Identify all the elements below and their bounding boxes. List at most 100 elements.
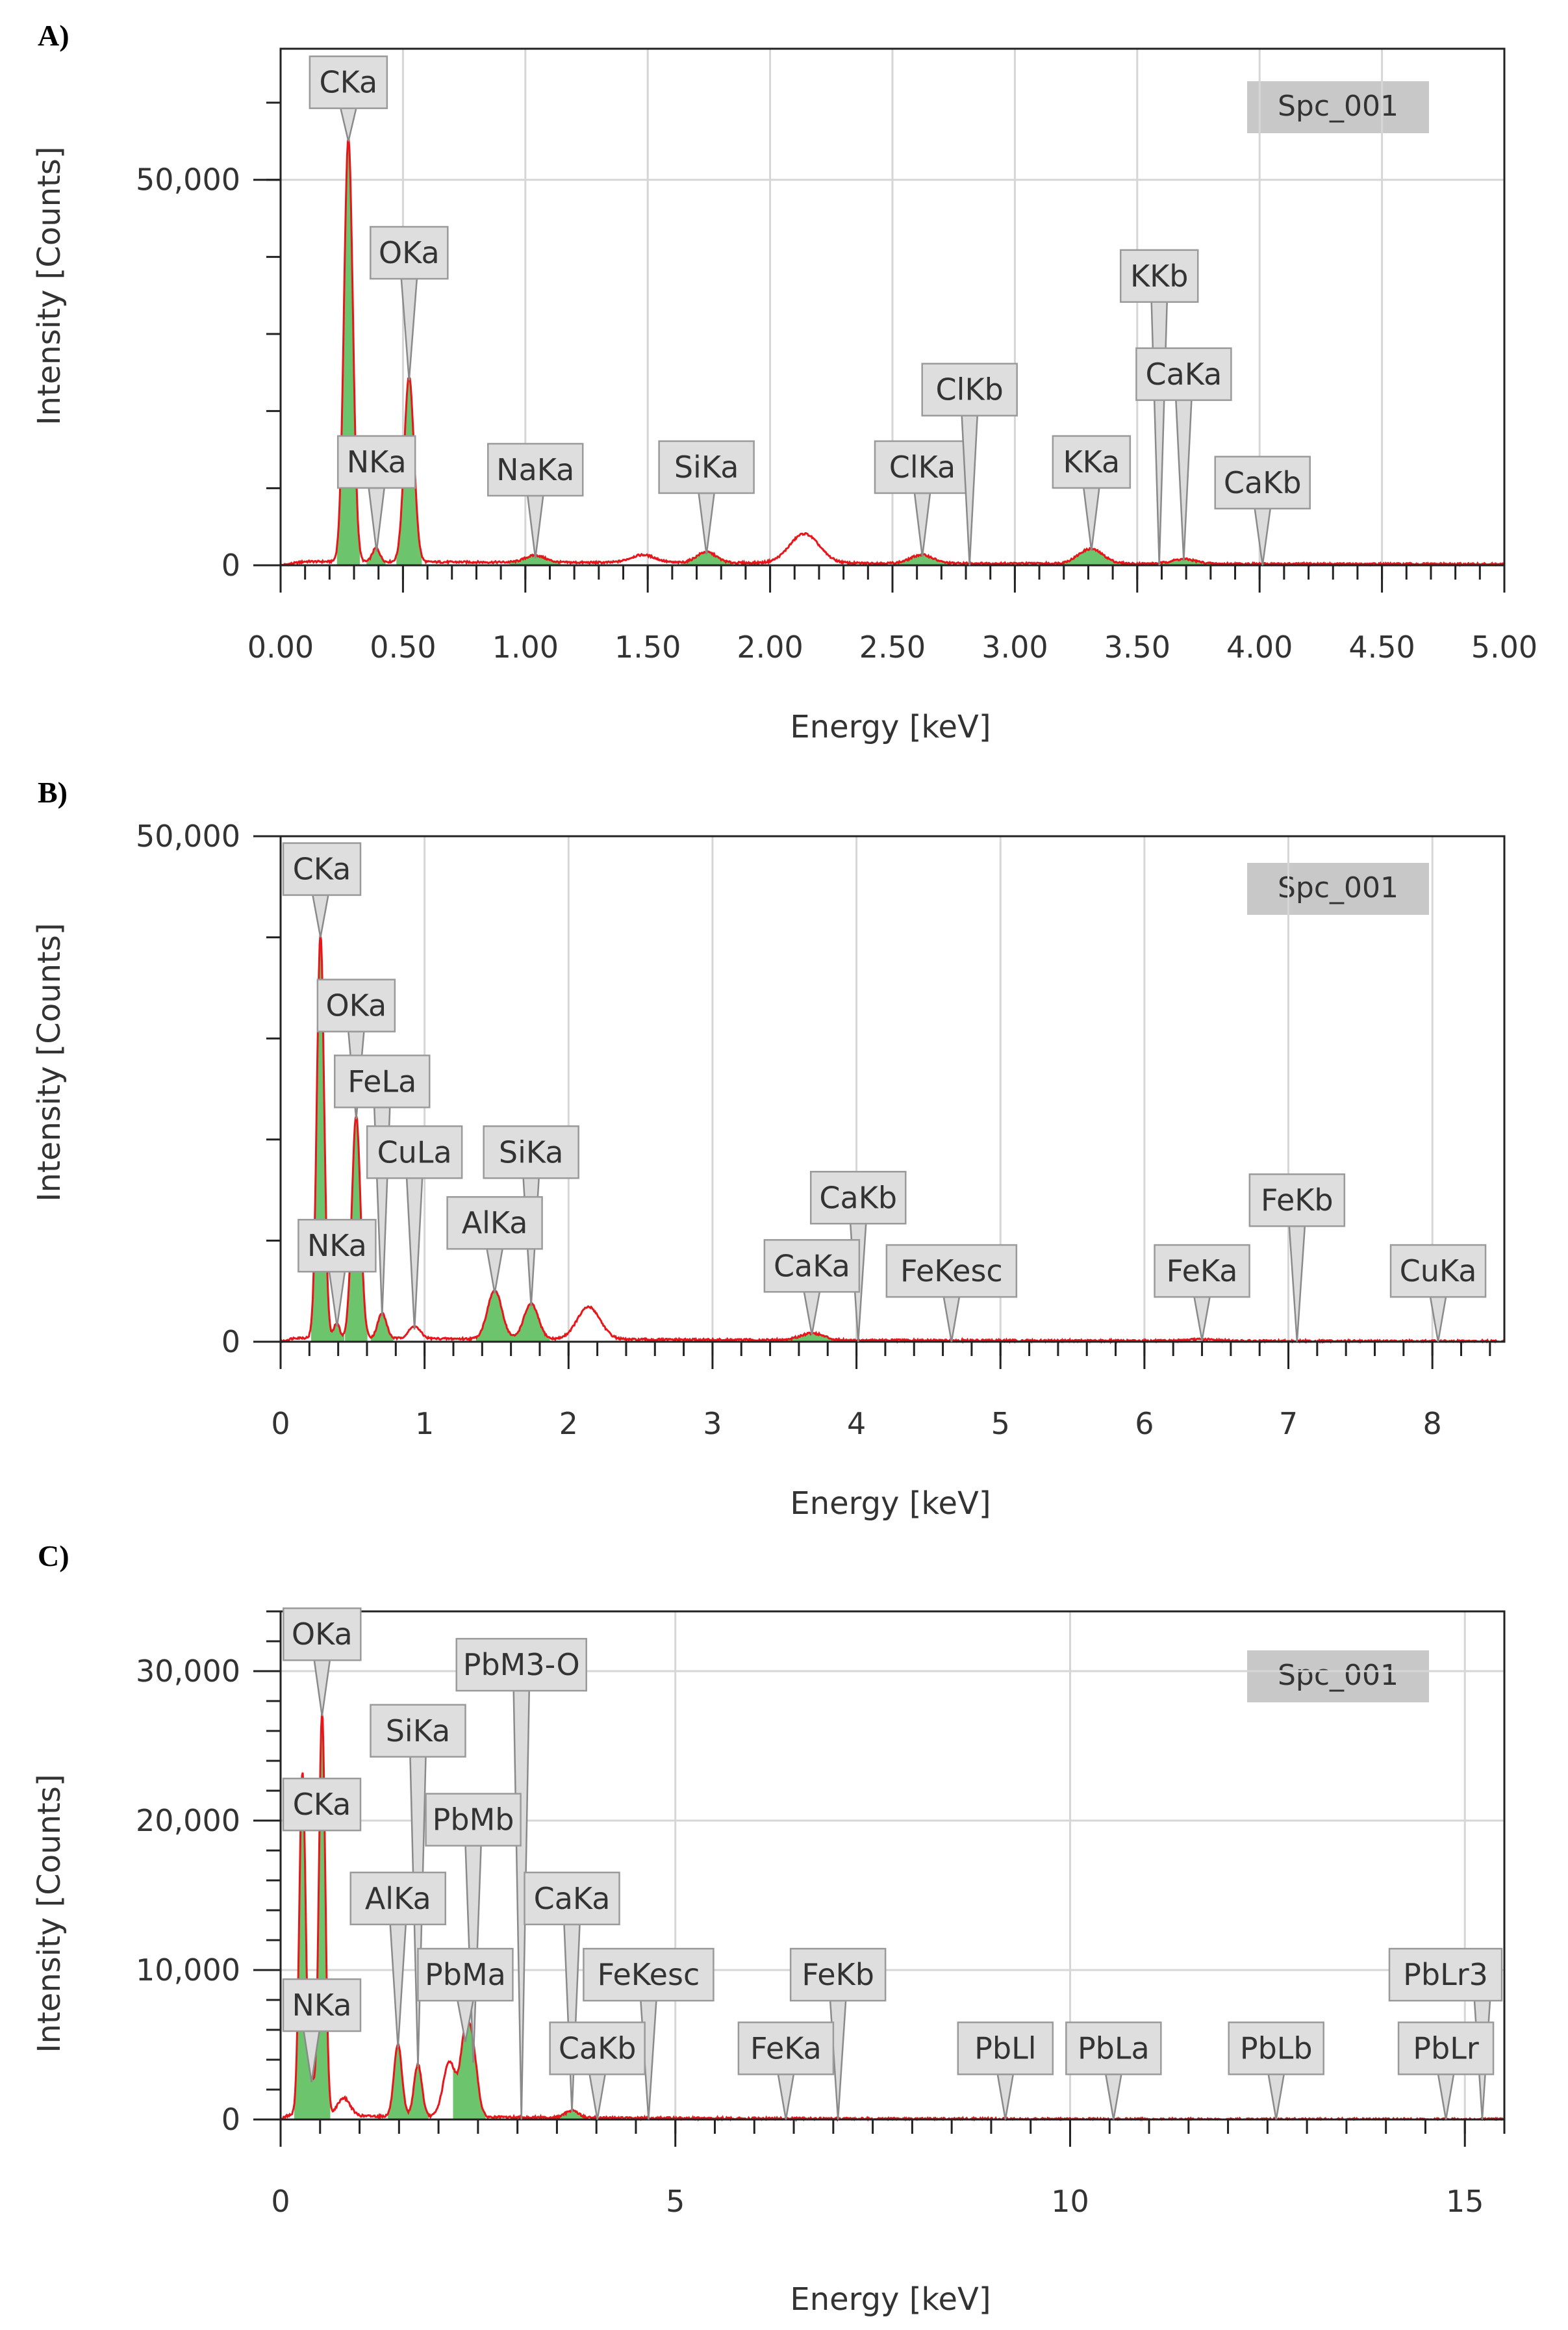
peak-label-text: CuKa: [1400, 1253, 1477, 1288]
peak-label: OKa: [370, 225, 449, 381]
peak-label: ClKa: [874, 440, 971, 557]
x-axis-label-a: Energy [keV]: [790, 709, 991, 745]
peak-label: NKa: [282, 1978, 362, 2082]
peak-label: FeKa: [1154, 1244, 1250, 1340]
peak-label: PbMa: [417, 1947, 514, 2042]
peak-label: OKa: [283, 1607, 362, 1717]
peak-label-text: NKa: [292, 1988, 352, 2023]
peak-label-text: CKa: [293, 852, 351, 887]
y-tick-label: 50,000: [136, 819, 240, 854]
panel-a: A) Intensity [Counts] Energy [keV] Spc_0…: [31, 19, 1537, 745]
spectrum-name-box-a: [1247, 81, 1429, 133]
y-tick-label: 30,000: [136, 1654, 240, 1689]
peak-label-box: [763, 1239, 861, 1293]
peak-label: CKa: [282, 842, 362, 938]
peak-label-box: [336, 435, 416, 489]
peak-label-text: PbM3-O: [463, 1647, 580, 1682]
spectrum-name-a: Spc_001: [1278, 90, 1398, 123]
x-tick-label: 0: [271, 2184, 290, 2219]
peak-label-box: [1052, 435, 1132, 489]
x-tick-label: 2.50: [859, 630, 926, 665]
peak-label-pointer: [313, 1659, 331, 1717]
peak-label-pointer: [698, 492, 716, 555]
peak-label-pointer: [339, 107, 357, 142]
peak-label-pointer: [1288, 1225, 1306, 1342]
peak-label-box: [957, 2021, 1054, 2075]
x-tick-label: 7: [1279, 1406, 1298, 1441]
peak-label: KKa: [1052, 435, 1132, 551]
x-tick-label: 2: [559, 1406, 578, 1441]
peak-label: PbLa: [1065, 2021, 1162, 2120]
peak-label-box: [282, 1978, 362, 2032]
spectrum-line-b: [279, 934, 1505, 1344]
peak-label-text: CaKb: [819, 1180, 897, 1215]
peak-label-text: CaKa: [1145, 357, 1222, 392]
peak-label: FeKa: [737, 2021, 835, 2120]
x-tick-label: 5: [666, 2184, 685, 2219]
peak-label: CKa: [309, 55, 388, 142]
x-tick-label: 0.50: [370, 630, 436, 665]
peak-label-text: AlKa: [365, 1881, 431, 1916]
x-tick-label: 2.00: [737, 630, 803, 665]
y-tick-label: 10,000: [136, 1952, 240, 1988]
peak-label-box: [425, 1793, 522, 1847]
peak-fill-a: [366, 548, 386, 565]
peak-label-text: KKb: [1130, 259, 1189, 294]
peak-label-box: [282, 1777, 362, 1832]
plot-frame-b: [279, 835, 1506, 1343]
peak-label: NKa: [336, 435, 416, 552]
peak-label-text: CKa: [293, 1787, 351, 1822]
peak-label-text: SiKa: [499, 1134, 564, 1170]
peak-label-text: OKa: [292, 1617, 353, 1652]
peak-label: CaKb: [1214, 455, 1311, 566]
peak-label-text: SiKa: [674, 450, 739, 485]
peak-label: ClKb: [921, 363, 1018, 566]
x-tick-label: 1.00: [492, 630, 559, 665]
x-axis-b: 0 1 2 3 4 5 6 7 8: [271, 1342, 1491, 1441]
x-tick-label: 1.50: [614, 630, 681, 665]
peak-label-text: PbMa: [425, 1957, 506, 1992]
peak-label-pointer: [389, 1923, 407, 2048]
peak-labels-c: OKa PbM3-O SiKa CKa PbMb AlKa CaKa PbMa FeKesc Fe…: [282, 1607, 1503, 2120]
peak-fill-a: [1059, 548, 1123, 565]
peak-fill-c: [407, 2064, 429, 2119]
peak-label: AlKa: [349, 1871, 446, 2048]
peak-label-box: [658, 440, 755, 494]
peak-label: NKa: [297, 1218, 377, 1327]
y-axis-label-a: Intensity [Counts]: [31, 146, 68, 425]
peak-label-box: [455, 1637, 587, 1692]
peak-label-text: PbLl: [974, 2031, 1036, 2066]
peak-label: SiKa: [658, 440, 755, 555]
peak-label-box: [309, 55, 388, 109]
peak-label-box: [366, 1125, 463, 1179]
y-axis-c: 0 10,000 20,000 30,000: [136, 1610, 281, 2137]
peak-label-box: [874, 440, 971, 494]
y-tick-label: 0: [221, 1324, 240, 1359]
peak-label-box: [789, 1947, 887, 2002]
peak-label-text: CKa: [320, 65, 378, 100]
x-axis-label-b: Energy [keV]: [790, 1485, 991, 1522]
peak-label: OKa: [316, 979, 396, 1120]
peak-label-text: ClKa: [889, 450, 955, 485]
peak-label-pointer: [803, 1291, 821, 1335]
peak-label-pointer: [588, 2073, 607, 2120]
peak-fill-a: [893, 554, 951, 565]
y-tick-label: 0: [221, 2102, 240, 2137]
peak-label: PbLl: [957, 2021, 1054, 2120]
peak-label-pointer: [1193, 1296, 1211, 1340]
y-axis-a: 0 50,000: [136, 101, 281, 583]
peak-label-box: [316, 979, 396, 1032]
plot-frame-c: [279, 1610, 1506, 2121]
peak-label-text: PbLr3: [1403, 1957, 1488, 1992]
peak-label-text: SiKa: [386, 1713, 451, 1748]
peak-fill-b: [512, 1303, 550, 1342]
peak-label-pointer: [1150, 301, 1168, 566]
peak-label-text: ClKb: [936, 372, 1004, 407]
x-tick-label: 4.50: [1348, 630, 1415, 665]
peak-label-box: [1119, 249, 1199, 303]
peak-label: NaKa: [487, 442, 584, 559]
panel-letter-b: B): [38, 776, 68, 809]
peak-label-text: FeKa: [1167, 1253, 1238, 1288]
peak-label-pointer: [777, 2073, 795, 2120]
peak-label: CuLa: [366, 1125, 463, 1330]
